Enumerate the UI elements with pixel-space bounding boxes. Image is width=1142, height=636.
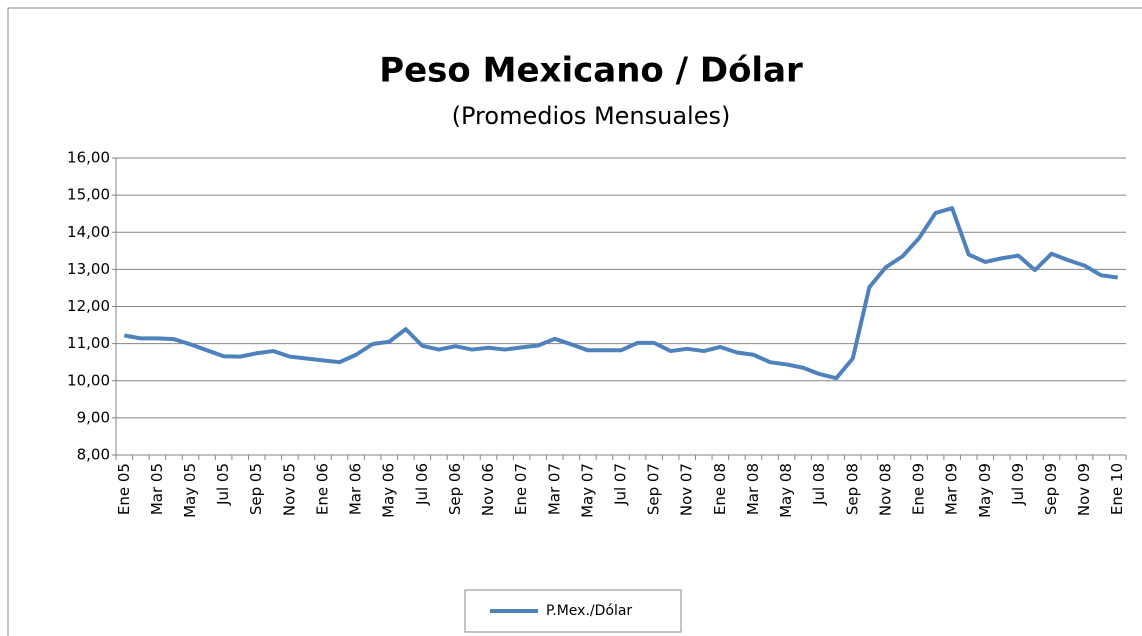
x-tick-label: Nov 05 bbox=[280, 463, 298, 516]
chart-border bbox=[7, 7, 1142, 636]
x-tick-label: Ene 09 bbox=[910, 463, 928, 515]
x-tick-label: Jul 07 bbox=[612, 463, 630, 506]
x-tick-label: Ene 06 bbox=[313, 463, 331, 515]
line-series bbox=[123, 206, 1118, 381]
y-tick-label: 13,00 bbox=[67, 260, 110, 278]
x-tick-label: May 08 bbox=[777, 463, 795, 518]
x-tick-label: Ene 10 bbox=[1108, 463, 1126, 515]
x-tick-label: Ene 08 bbox=[711, 463, 729, 515]
x-tick-label: Mar 09 bbox=[943, 463, 961, 515]
x-tick-label: Mar 08 bbox=[744, 463, 762, 515]
x-tick-label: Jul 08 bbox=[810, 463, 828, 506]
x-tick-label: Sep 09 bbox=[1042, 463, 1060, 515]
x-tick-label: May 07 bbox=[578, 463, 596, 518]
x-tick-label: Sep 06 bbox=[446, 463, 464, 515]
x-tick-label: Nov 08 bbox=[876, 463, 894, 516]
x-tick-label: Sep 07 bbox=[645, 463, 663, 515]
chart-subtitle: (Promedios Mensuales) bbox=[452, 102, 731, 130]
y-tick-label: 11,00 bbox=[67, 334, 110, 352]
x-tick-label: Nov 07 bbox=[678, 463, 696, 516]
x-tick-label: Nov 09 bbox=[1075, 463, 1093, 516]
y-tick-label: 14,00 bbox=[67, 223, 110, 241]
x-tick-label: Mar 06 bbox=[347, 463, 365, 515]
y-tick-label: 15,00 bbox=[67, 186, 110, 204]
chart-title: Peso Mexicano / Dólar bbox=[379, 51, 803, 91]
x-tick-label: Sep 08 bbox=[843, 463, 861, 515]
y-tick-label: 9,00 bbox=[77, 408, 110, 426]
x-tick-label: Mar 07 bbox=[545, 463, 563, 515]
y-tick-label: 16,00 bbox=[67, 149, 110, 167]
x-tick-label: Jul 05 bbox=[214, 463, 232, 506]
x-tick-label: Ene 07 bbox=[512, 463, 530, 515]
x-tick-label: Jul 09 bbox=[1009, 463, 1027, 506]
legend-label: P.Mex./Dólar bbox=[546, 603, 632, 619]
x-tick-label: Jul 06 bbox=[413, 463, 431, 506]
y-tick-label: 10,00 bbox=[67, 371, 110, 389]
y-tick-label: 12,00 bbox=[67, 297, 110, 315]
x-tick-label: Mar 05 bbox=[148, 463, 166, 515]
x-tick-label: May 06 bbox=[380, 463, 398, 518]
x-tick-label: Ene 05 bbox=[115, 463, 133, 515]
x-tick-label: Nov 06 bbox=[479, 463, 497, 516]
x-tick-label: May 09 bbox=[976, 463, 994, 518]
x-tick-label: May 05 bbox=[181, 463, 199, 518]
x-tick-label: Sep 05 bbox=[247, 463, 265, 515]
y-tick-label: 8,00 bbox=[77, 446, 110, 464]
